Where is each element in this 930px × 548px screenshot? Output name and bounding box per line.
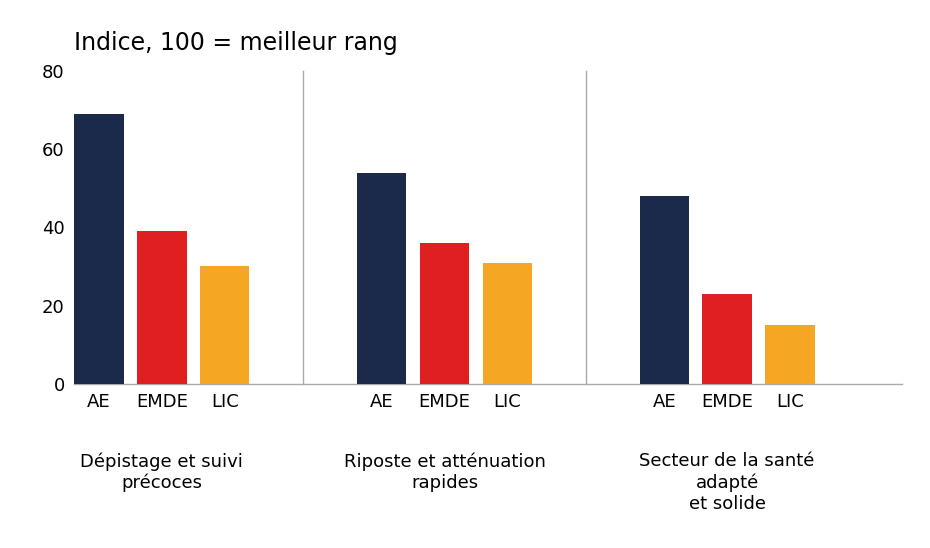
Bar	[702, 294, 751, 384]
Bar	[357, 173, 406, 384]
Bar	[765, 325, 815, 384]
Bar	[200, 266, 249, 384]
Text: Secteur de la santé
adapté
et solide: Secteur de la santé adapté et solide	[640, 452, 815, 512]
Bar	[640, 196, 689, 384]
Text: Indice, 100 = meilleur rang: Indice, 100 = meilleur rang	[74, 31, 398, 55]
Bar	[419, 243, 469, 384]
Bar	[138, 231, 187, 384]
Bar	[74, 114, 124, 384]
Bar	[483, 262, 532, 384]
Text: Riposte et atténuation
rapides: Riposte et atténuation rapides	[343, 452, 546, 492]
Text: Dépistage et suivi
précoces: Dépistage et suivi précoces	[80, 452, 244, 492]
